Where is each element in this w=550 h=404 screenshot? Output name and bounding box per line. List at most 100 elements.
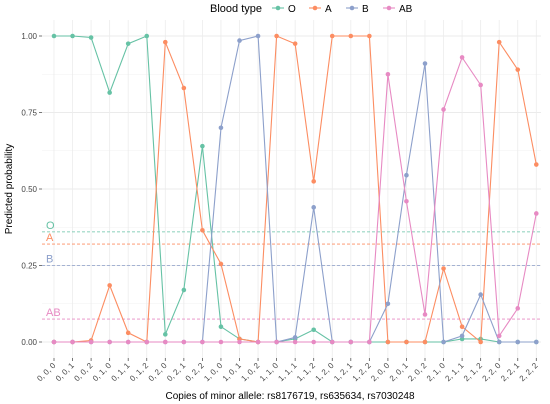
data-point-ab (292, 339, 298, 345)
data-point-ab (107, 339, 112, 345)
data-point-o (51, 33, 57, 39)
data-point-a (125, 330, 131, 336)
legend: Blood type O A B AB (210, 3, 413, 15)
x-tick-label: 1, 2, 1 (332, 361, 354, 383)
data-point-b (218, 125, 224, 131)
data-point-a (496, 39, 502, 45)
data-point-b (478, 292, 483, 297)
x-tick-label: 1, 2, 0 (314, 361, 336, 383)
data-point-ab (348, 339, 354, 345)
data-point-a (181, 85, 187, 91)
legend-key-point (275, 5, 281, 11)
x-tick-label: 0, 0, 1 (54, 361, 76, 383)
y-axis-label: Predicted probability (4, 144, 15, 235)
data-point-b (237, 38, 242, 43)
data-point-a (329, 33, 335, 39)
data-point-a (367, 33, 372, 39)
x-tick-label: 1, 2, 2 (351, 361, 373, 383)
data-point-o (144, 33, 150, 39)
data-point-o (311, 327, 317, 333)
data-point-b (311, 205, 317, 210)
data-point-a (422, 339, 428, 345)
data-point-o (107, 90, 112, 95)
x-tick-label: 2, 1, 1 (443, 361, 465, 383)
data-point-a (311, 179, 317, 184)
data-point-a (534, 162, 539, 167)
reference-label-ab: AB (46, 307, 61, 319)
data-point-o (218, 324, 224, 330)
legend-item-b: B (346, 4, 369, 15)
data-point-ab (404, 198, 409, 204)
data-point-ab (367, 339, 372, 345)
legend-item-o: O (272, 4, 296, 15)
series-a (51, 33, 539, 345)
x-axis-label: Copies of minor allele: rs8176719, rs635… (165, 391, 414, 402)
x-tick-label: 0, 0, 0 (35, 361, 57, 383)
series-ab (51, 55, 539, 345)
x-tick-label: 2, 2, 0 (481, 361, 503, 383)
data-point-ab (70, 339, 75, 345)
data-point-b (496, 339, 502, 345)
legend-key-point (349, 5, 355, 11)
x-tick-label: 1, 1, 0 (258, 361, 280, 383)
data-point-o (70, 33, 75, 39)
data-point-a (348, 33, 354, 39)
data-point-a (515, 67, 521, 72)
x-tick-label: 2, 2, 1 (499, 361, 521, 383)
data-point-ab (144, 339, 150, 345)
data-point-ab (237, 339, 242, 345)
reference-label-o: O (46, 220, 55, 232)
legend-item-a: A (309, 4, 332, 15)
x-tick-label: 0, 2, 2 (184, 361, 206, 383)
data-point-ab (274, 339, 279, 345)
x-tick-label: 0, 2, 0 (147, 361, 169, 383)
data-point-b (255, 33, 261, 39)
x-tick-label: 2, 1, 2 (462, 361, 484, 383)
legend-title: Blood type (210, 3, 262, 15)
y-axis: 0.00 0.25 0.50 0.75 1.00 (21, 32, 42, 347)
data-point-ab (515, 306, 521, 311)
data-point-a (163, 39, 168, 45)
x-tick-label: 0, 0, 2 (72, 361, 94, 383)
legend-label-ab: AB (399, 4, 413, 15)
data-point-o (200, 143, 205, 149)
x-tick-label: 2, 0, 1 (388, 361, 410, 383)
y-tick-label: 0.50 (21, 185, 37, 194)
data-point-ab (478, 82, 483, 88)
data-point-ab (88, 339, 94, 345)
data-point-a (404, 339, 409, 345)
data-point-ab (163, 339, 168, 345)
data-point-b (422, 61, 428, 66)
x-tick-label: 1, 1, 2 (295, 361, 317, 383)
series-layer (51, 33, 539, 345)
data-point-ab (329, 339, 335, 345)
y-tick-label: 0.25 (21, 262, 37, 271)
data-point-b (385, 301, 391, 307)
reference-label-b: B (46, 254, 53, 266)
data-point-b (459, 333, 465, 339)
data-point-ab (218, 339, 224, 345)
x-tick-label: 1, 0, 0 (202, 361, 224, 383)
y-tick-label: 1.00 (21, 32, 37, 41)
data-point-ab (311, 339, 317, 345)
data-point-b (534, 339, 539, 345)
legend-item-ab: AB (383, 4, 413, 15)
data-point-a (478, 339, 483, 345)
x-tick-label: 0, 2, 1 (165, 361, 187, 383)
data-point-ab (255, 339, 261, 345)
legend-label-a: A (325, 4, 332, 15)
data-point-o (88, 35, 94, 40)
x-tick-label: 1, 0, 1 (221, 361, 243, 383)
legend-key-point (386, 5, 392, 11)
data-point-ab (200, 339, 205, 345)
reference-label-a: A (46, 232, 54, 244)
data-point-b (441, 339, 446, 345)
data-point-a (107, 283, 112, 288)
data-point-ab (422, 312, 428, 317)
legend-label-o: O (288, 4, 296, 15)
legend-key-point (312, 5, 318, 11)
x-tick-label: 2, 2, 2 (518, 361, 540, 383)
x-tick-label: 2, 0, 2 (406, 361, 428, 383)
